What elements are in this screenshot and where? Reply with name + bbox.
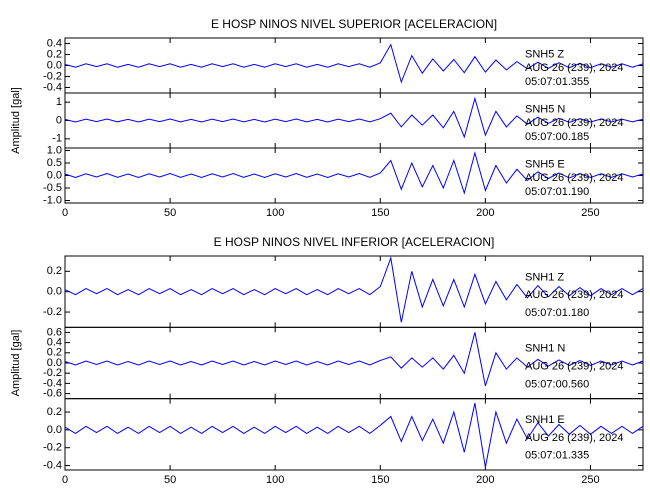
- y-tick-label: 0.5: [47, 157, 62, 169]
- y-tick-label: -0.2: [43, 367, 62, 379]
- x-tick-label: 150: [371, 207, 389, 219]
- station-label: SNH1 Z: [525, 271, 564, 283]
- waveform: [64, 256, 644, 323]
- x-tick-label: 250: [581, 474, 599, 486]
- station-label: SNH1 N: [525, 343, 565, 355]
- x-tick-label: 50: [164, 207, 176, 219]
- y-tick-label: -0.2: [43, 70, 62, 82]
- station-label: SNH1 E: [525, 414, 565, 426]
- x-tick-label: 200: [476, 474, 494, 486]
- annotation: AUG 26 (239), 2024: [525, 62, 623, 74]
- station-label: SNH5 Z: [525, 48, 564, 60]
- x-tick-label: 250: [581, 207, 599, 219]
- y-tick-label: 0.2: [47, 347, 62, 359]
- y-tick-label: 0.0: [47, 59, 62, 71]
- annotation: 05:07:00.560: [525, 378, 589, 390]
- y-tick-label: 0: [56, 114, 62, 126]
- y-tick-label: -0.4: [43, 459, 62, 471]
- annotation: 05:07:01.355: [525, 76, 589, 88]
- annotation: 05:07:01.180: [525, 307, 589, 319]
- annotation: AUG 26 (239), 2024: [525, 289, 623, 301]
- chart-title: E HOSP NINOS NIVEL INFERIOR [ACELERACION…: [214, 235, 495, 249]
- annotation: 05:07:01.190: [525, 186, 589, 198]
- waveform: [64, 43, 644, 84]
- waveform: [64, 151, 644, 195]
- y-tick-label: -0.4: [43, 377, 62, 389]
- y-tick-label: 1.0: [47, 144, 62, 156]
- x-tick-label: 100: [266, 207, 284, 219]
- station-label: SNH5 N: [525, 103, 565, 115]
- y-tick-label: 0.0: [47, 424, 62, 436]
- y-tick-label: 0.0: [47, 357, 62, 369]
- y-tick-label: 0.2: [47, 48, 62, 60]
- station-label: SNH5 E: [525, 158, 565, 170]
- x-tick-label: 150: [371, 474, 389, 486]
- annotation: 05:07:00.185: [525, 131, 589, 143]
- y-tick-label: -1.0: [43, 194, 62, 206]
- x-tick-label: 200: [476, 207, 494, 219]
- waveform: [64, 402, 644, 468]
- y-tick-label: 0.2: [47, 406, 62, 418]
- y-axis-label: Amplitud [gal]: [10, 87, 22, 154]
- y-axis-label: Amplitud [gal]: [10, 330, 22, 397]
- y-tick-label: -0.6: [43, 387, 62, 399]
- annotation: AUG 26 (239), 2024: [525, 117, 623, 129]
- x-tick-label: 0: [62, 474, 68, 486]
- y-tick-label: -0.4: [43, 81, 62, 93]
- waveform: [64, 332, 644, 387]
- y-tick-label: 0.4: [47, 337, 62, 349]
- y-tick-label: 0.0: [47, 286, 62, 298]
- y-tick-label: -0.5: [43, 182, 62, 194]
- annotation: AUG 26 (239), 2024: [525, 432, 623, 444]
- x-tick-label: 0: [62, 207, 68, 219]
- x-tick-label: 50: [164, 474, 176, 486]
- annotation: AUG 26 (239), 2024: [525, 360, 623, 372]
- annotation: 05:07:01.335: [525, 450, 589, 462]
- chart-title: E HOSP NINOS NIVEL SUPERIOR [ACELERACION…: [211, 17, 497, 31]
- y-tick-label: -1: [52, 133, 62, 145]
- y-tick-label: -0.2: [43, 442, 62, 454]
- panel-frame: [64, 398, 644, 471]
- y-tick-label: 0.4: [47, 37, 62, 49]
- x-tick-label: 100: [266, 474, 284, 486]
- annotation: AUG 26 (239), 2024: [525, 172, 623, 184]
- y-tick-label: 0.2: [47, 265, 62, 277]
- y-tick-label: 0.0: [47, 169, 62, 181]
- y-tick-label: 1: [56, 96, 62, 108]
- y-tick-label: 0.6: [47, 326, 62, 338]
- y-tick-label: -0.2: [43, 306, 62, 318]
- waveform: [64, 96, 644, 139]
